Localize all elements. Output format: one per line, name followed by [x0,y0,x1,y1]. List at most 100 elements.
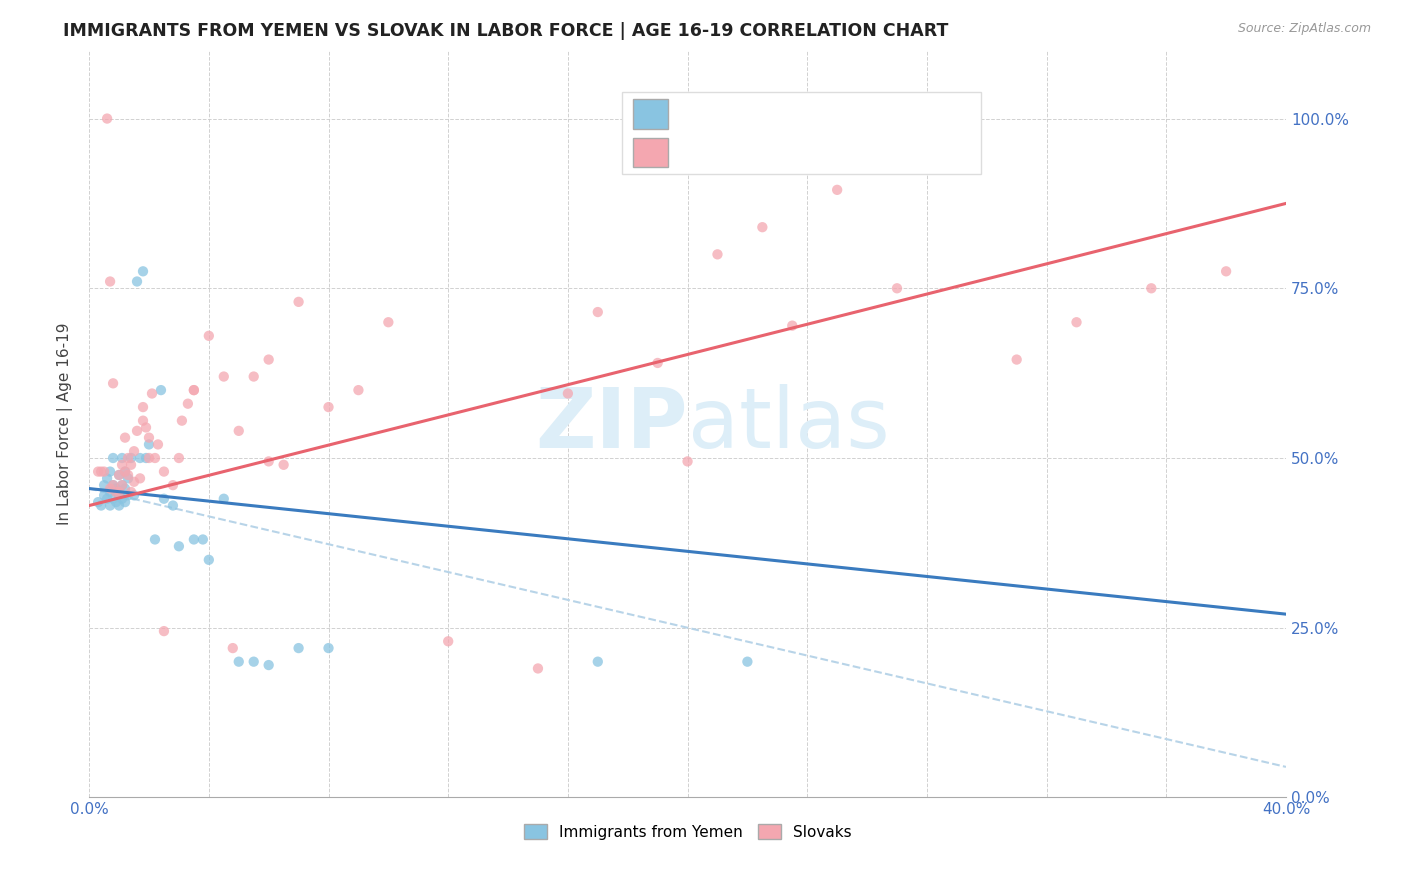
Point [111,458,134,472]
Point [96,112,118,126]
Text: atlas: atlas [688,384,890,465]
Point [1066,315,1088,329]
Point [111,491,134,506]
Point [162,499,184,513]
Point [138,431,160,445]
Point [222,641,245,656]
Point [183,383,205,397]
Point [108,467,131,482]
Point [93,478,115,492]
Point [1215,264,1237,278]
Point [122,475,145,489]
Point [273,458,295,472]
Point [153,624,176,639]
Point [1140,281,1163,295]
Point [108,485,131,500]
Point [586,305,609,319]
Point [347,383,370,397]
Point [93,488,115,502]
Point [167,539,190,553]
Point [143,533,166,547]
Point [751,220,773,235]
Point [114,482,136,496]
Point [153,491,176,506]
Point [93,465,115,479]
Point [377,315,399,329]
Point [135,420,157,434]
Point [108,499,131,513]
Point [825,183,848,197]
Point [228,655,250,669]
Point [557,386,579,401]
Point [114,431,136,445]
Point [141,386,163,401]
Point [117,488,139,502]
Point [120,458,142,472]
Point [149,383,172,397]
Point [90,499,112,513]
Point [170,414,193,428]
Point [98,499,121,513]
Point [125,275,148,289]
Point [177,397,200,411]
Point [242,369,264,384]
Point [138,437,160,451]
Point [676,454,699,468]
Point [886,281,908,295]
Point [437,634,460,648]
Point [287,641,309,656]
Point [114,465,136,479]
Point [120,450,142,465]
Point [780,318,803,333]
Point [125,424,148,438]
Point [198,553,221,567]
Point [198,328,221,343]
Point [191,533,214,547]
Point [129,450,152,465]
Point [946,112,969,126]
Point [117,450,139,465]
Point [146,437,169,451]
Point [257,658,280,673]
Point [122,444,145,458]
Point [135,450,157,465]
Point [318,400,340,414]
Legend: Immigrants from Yemen, Slovaks: Immigrants from Yemen, Slovaks [517,818,858,846]
Point [98,485,121,500]
Text: ZIP: ZIP [536,384,688,465]
Point [706,247,728,261]
Point [114,495,136,509]
Point [98,482,121,496]
Point [183,533,205,547]
Point [242,655,264,669]
Point [183,383,205,397]
Point [287,294,309,309]
Point [153,465,176,479]
Point [90,465,112,479]
Point [527,661,550,675]
Point [647,356,669,370]
Point [87,465,110,479]
Point [101,478,124,492]
Point [138,450,160,465]
Point [114,465,136,479]
Point [108,467,131,482]
Point [98,465,121,479]
Point [98,275,121,289]
Point [101,376,124,391]
Point [132,400,155,414]
Point [212,491,235,506]
Y-axis label: In Labor Force | Age 16-19: In Labor Force | Age 16-19 [58,323,73,525]
Point [117,471,139,485]
Point [586,655,609,669]
Point [111,478,134,492]
Point [162,478,184,492]
Point [120,485,142,500]
Point [132,264,155,278]
Text: Source: ZipAtlas.com: Source: ZipAtlas.com [1237,22,1371,36]
Point [143,450,166,465]
Point [96,471,118,485]
Point [101,450,124,465]
Text: IMMIGRANTS FROM YEMEN VS SLOVAK IN LABOR FORCE | AGE 16-19 CORRELATION CHART: IMMIGRANTS FROM YEMEN VS SLOVAK IN LABOR… [63,22,949,40]
Point [132,414,155,428]
